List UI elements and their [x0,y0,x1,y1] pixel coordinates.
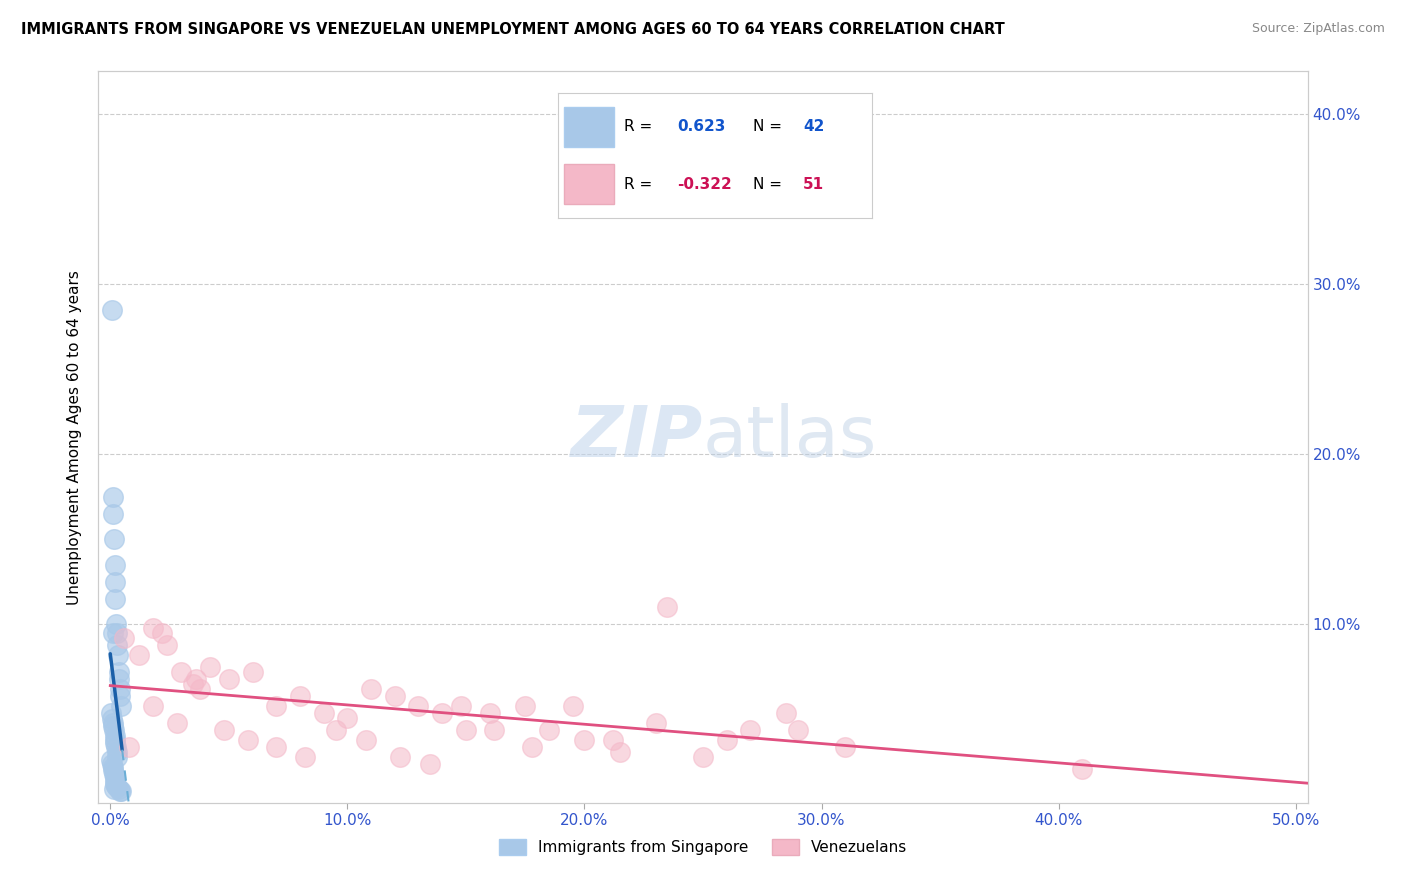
Point [356,732,378,747]
Point [156,638,179,652]
Point [101,760,124,774]
Point [103,782,125,797]
Point [101,507,124,521]
Point [103,730,125,744]
Point [198,659,221,673]
Text: atlas: atlas [703,402,877,472]
Point [561,698,583,713]
Point [786,723,808,737]
Point [336,711,359,725]
Point [108,672,131,686]
Point [105,739,128,754]
Point [104,591,127,606]
Point [128,648,150,662]
Point [170,665,193,679]
Point [101,715,124,730]
Point [101,302,124,317]
Point [312,706,335,720]
Point [294,750,316,764]
Point [288,689,311,703]
Point [644,715,666,730]
Point [432,706,454,720]
Point [692,750,714,764]
Point [103,767,125,781]
Point [105,750,128,764]
Point [264,698,287,713]
Point [104,574,127,589]
Point [108,784,131,798]
Point [419,756,441,771]
Point [218,672,240,686]
Point [101,713,124,727]
Point [104,777,127,791]
Point [104,736,127,750]
Point [1071,762,1094,776]
Point [264,739,287,754]
Point [454,723,477,737]
Point [101,625,124,640]
Point [101,719,124,733]
Point [450,698,472,713]
Point [105,617,128,632]
Point [166,715,188,730]
Text: IMMIGRANTS FROM SINGAPORE VS VENEZUELAN UNEMPLOYMENT AMONG AGES 60 TO 64 YEARS C: IMMIGRANTS FROM SINGAPORE VS VENEZUELAN … [21,22,1005,37]
Point [101,756,124,771]
Point [107,648,129,662]
Point [105,745,128,759]
Point [388,750,411,764]
Point [110,698,132,713]
Point [740,723,762,737]
Point [236,732,259,747]
Point [101,764,124,778]
Point [103,532,125,546]
Point [360,681,382,696]
Point [602,732,624,747]
Y-axis label: Unemployment Among Ages 60 to 64 years: Unemployment Among Ages 60 to 64 years [67,269,83,605]
Point [184,672,207,686]
Point [105,780,128,795]
Point [108,681,131,696]
Point [657,600,679,615]
Point [105,625,128,640]
Point [716,732,738,747]
Point [105,638,128,652]
Point [100,706,122,720]
Point [609,745,631,759]
Point [105,779,128,793]
Point [478,706,501,720]
Point [408,698,430,713]
Point [142,698,165,713]
Point [142,621,165,635]
Legend: Immigrants from Singapore, Venezuelans: Immigrants from Singapore, Venezuelans [492,833,914,861]
Point [242,665,264,679]
Point [212,723,235,737]
Point [118,739,141,754]
Text: ZIP: ZIP [571,402,703,472]
Point [107,665,129,679]
Point [834,739,856,754]
Point [103,558,125,572]
Point [181,677,204,691]
Point [384,689,406,703]
Point [152,625,174,640]
Point [114,631,136,645]
Point [190,681,212,696]
Point [775,706,797,720]
Point [537,723,560,737]
Point [100,753,122,767]
Point [103,723,125,737]
Point [103,770,125,784]
Point [110,689,132,703]
Point [101,490,124,504]
Point [104,732,127,747]
Point [484,723,506,737]
Point [104,773,127,788]
Point [107,782,129,797]
Point [110,784,132,798]
Point [515,698,537,713]
Text: Source: ZipAtlas.com: Source: ZipAtlas.com [1251,22,1385,36]
Point [522,739,544,754]
Point [574,732,596,747]
Point [325,723,347,737]
